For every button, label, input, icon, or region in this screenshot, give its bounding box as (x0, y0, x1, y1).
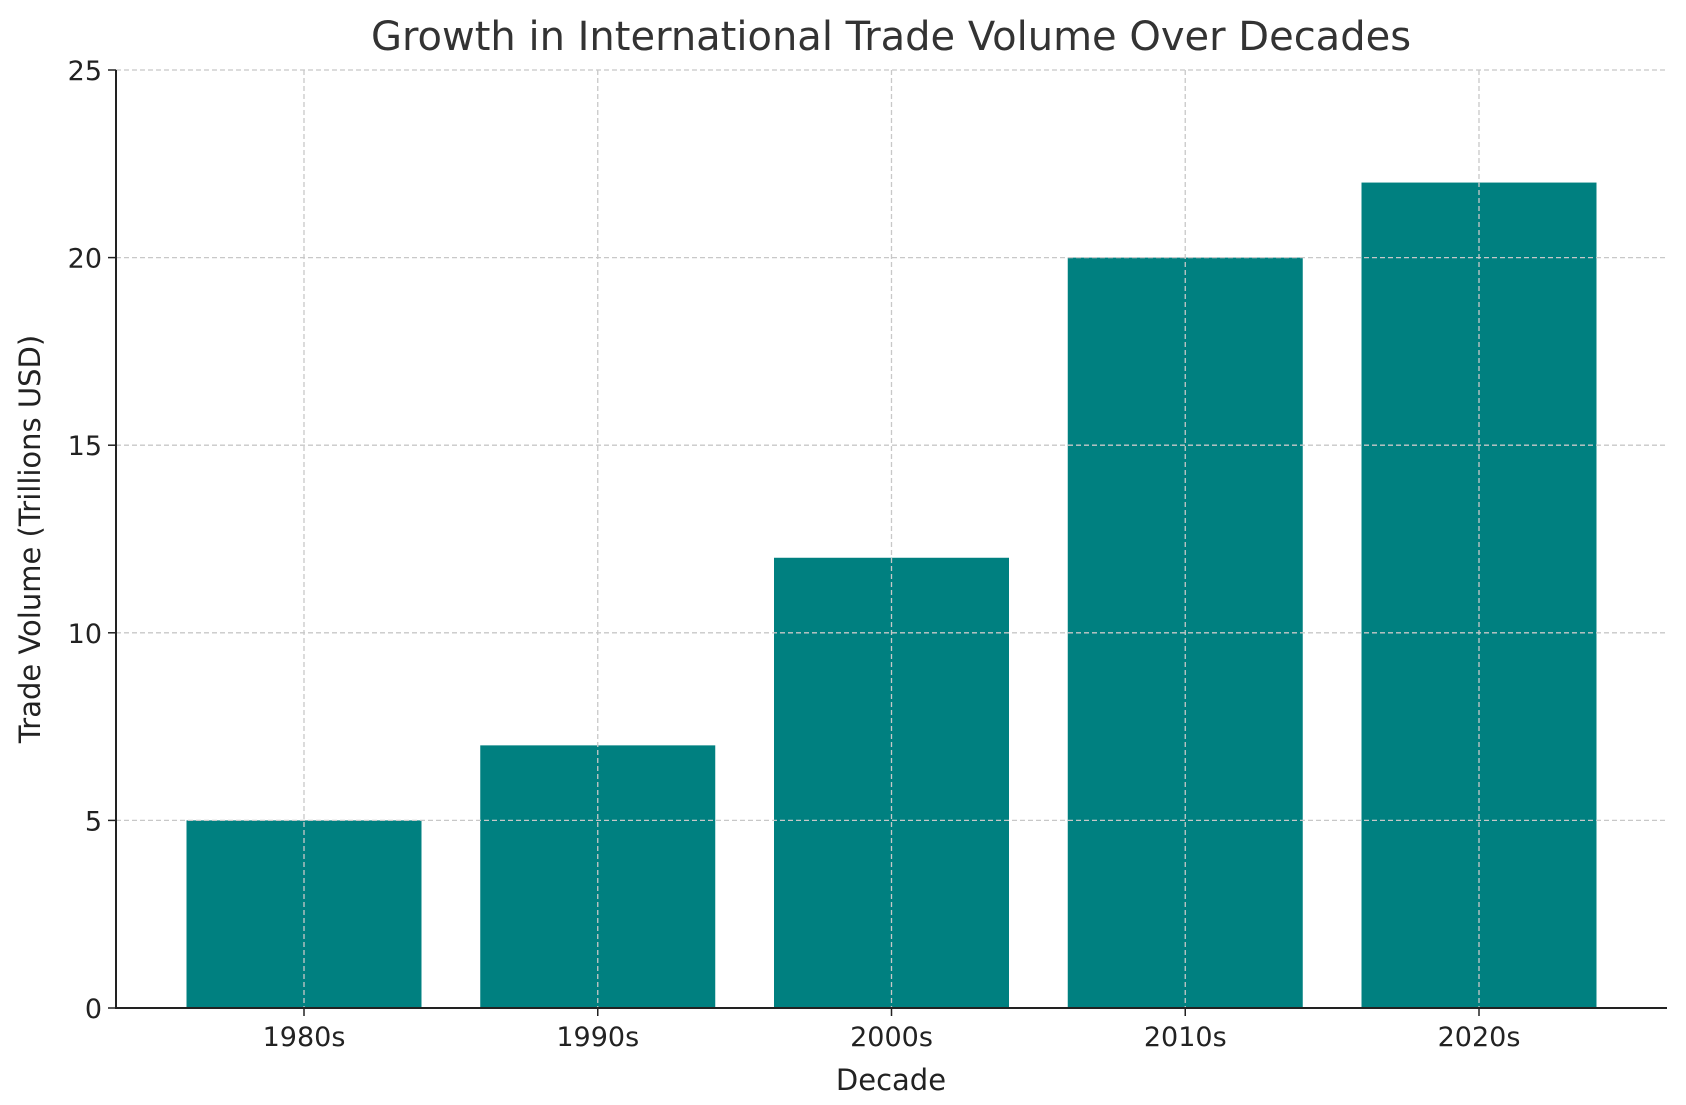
x-tick-label: 2010s (1144, 1022, 1227, 1053)
y-axis-label: Trade Volume (Trillions USD) (13, 335, 47, 744)
x-axis-label: Decade (836, 1063, 946, 1097)
y-tick-label: 5 (85, 806, 102, 837)
y-tick-label: 20 (68, 244, 102, 275)
chart-title: Growth in International Trade Volume Ove… (371, 14, 1411, 60)
x-tick-label: 2020s (1438, 1022, 1521, 1053)
x-tick-label: 1980s (263, 1022, 346, 1053)
x-tick-label: 2000s (850, 1022, 933, 1053)
x-tick-label: 1990s (556, 1022, 639, 1053)
y-tick-label: 15 (68, 431, 102, 462)
bar-1990s (480, 745, 716, 1008)
y-tick-label: 25 (68, 56, 102, 87)
y-tick-label: 10 (68, 619, 102, 650)
y-tick-label: 0 (85, 994, 102, 1025)
